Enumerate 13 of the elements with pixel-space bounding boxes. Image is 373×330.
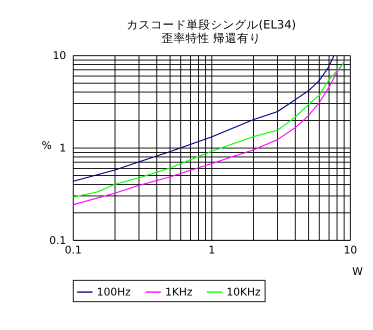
y-tick-label: 1 [59,142,66,155]
text: 歪率特性 帰還有り [162,30,262,45]
legend-label: 10KHz [226,286,261,299]
y-axis-title: % [42,138,52,152]
y-tick-label: 10 [52,49,66,62]
text: カスコード単段シングル(EL34) [126,18,296,32]
x-tick-label: 1 [208,244,216,257]
y-tick-label: 0.1 [49,234,66,247]
x-tick-label: 10 [344,244,358,257]
x-axis-title: W [352,265,364,278]
legend-label: 100Hz [96,286,132,299]
legend-label: 1KHz [165,286,193,299]
x-tick-label: 0.1 [64,244,82,257]
